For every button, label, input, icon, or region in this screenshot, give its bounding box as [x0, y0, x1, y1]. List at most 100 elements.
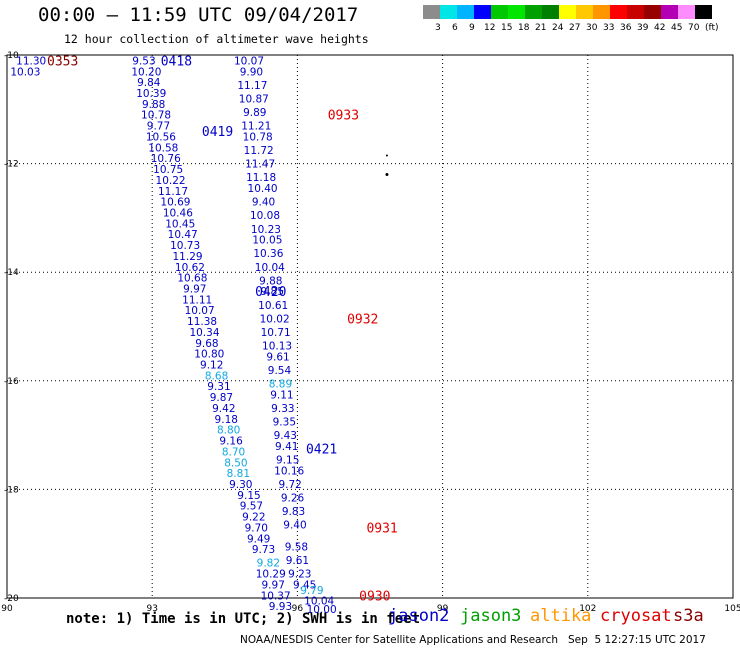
lon-tick-label: 99 [437, 604, 449, 614]
legend-label: 33 [603, 23, 615, 33]
time-label: 0933 [328, 109, 359, 124]
legend-swatch-15 [678, 5, 695, 19]
lon-tick-label: 93 [146, 604, 157, 614]
swh-value: 10.03 [10, 66, 40, 78]
swh-value: 8.89 [269, 379, 292, 391]
swh-value: 10.02 [260, 313, 290, 325]
lat-tick-label: -16 [4, 377, 19, 387]
swh-value: 11.47 [245, 159, 275, 171]
legend-swatch-16 [695, 5, 712, 19]
swh-value: 9.42 [212, 403, 235, 415]
swh-value: 11.11 [182, 294, 212, 306]
legend-label: 18 [518, 23, 530, 33]
swh-value: 8.68 [205, 370, 228, 382]
swh-value: 9.93 [269, 601, 292, 613]
legend-swatch-8 [559, 5, 576, 19]
swh-value: 11.72 [244, 145, 274, 157]
swh-value: 10.08 [250, 210, 280, 222]
swh-value: 9.45 [293, 579, 316, 591]
swh-value: 11.18 [246, 172, 276, 184]
swh-value: 9.22 [242, 512, 265, 524]
swh-value: 9.12 [200, 360, 223, 372]
legend-swatch-5 [508, 5, 525, 19]
swh-value: 9.35 [273, 417, 296, 429]
swh-value: 10.69 [160, 197, 190, 209]
swh-value: 9.77 [147, 121, 170, 133]
swh-value: 9.72 [278, 479, 301, 491]
swh-value: 9.84 [137, 77, 161, 89]
swh-value: 9.40 [283, 520, 306, 532]
footer-credit: NOAA/NESDIS Center for Satellite Applica… [240, 634, 706, 646]
swh-value: 10.78 [243, 131, 273, 143]
lon-tick-label: 90 [1, 604, 13, 614]
swh-value: 10.16 [274, 465, 304, 477]
swh-value: 10.76 [151, 153, 181, 165]
swh-value: 10.29 [256, 569, 286, 581]
legend-swatch-10 [593, 5, 610, 19]
page-title: 00:00 – 11:59 UTC 09/04/2017 [38, 4, 359, 26]
time-label: 0420 [255, 285, 286, 300]
time-label: 0932 [347, 312, 378, 327]
time-label: 0931 [366, 521, 397, 536]
map-frame [6, 54, 734, 599]
swh-value: 9.89 [243, 107, 266, 119]
swh-value: 9.83 [282, 506, 305, 518]
swh-value: 10.00 [307, 604, 337, 616]
legend-swatch-3 [474, 5, 491, 19]
legend-swatch-2 [457, 5, 474, 19]
satellite-label-altika: altika [530, 606, 592, 626]
swh-value: 10.20 [131, 66, 161, 78]
legend-label: 3 [435, 23, 441, 33]
lat-tick-label: -14 [4, 268, 19, 278]
swh-value: 10.07 [234, 55, 264, 67]
swh-value: 10.47 [168, 229, 198, 241]
lat-tick-label: -12 [4, 160, 19, 170]
swh-value: 9.54 [268, 365, 292, 377]
legend-swatch-12 [627, 5, 644, 19]
swh-value: 10.68 [177, 273, 207, 285]
page-subtitle: 12 hour collection of altimeter wave hei… [64, 32, 369, 46]
legend-label: 42 [654, 23, 666, 33]
legend-label: 24 [552, 23, 564, 33]
swh-value: 9.43 [274, 430, 297, 442]
legend-swatch-6 [525, 5, 542, 19]
swh-value: 9.85 [261, 286, 284, 298]
swh-value: 9.61 [266, 351, 289, 363]
legend-label: 27 [569, 23, 581, 33]
swh-value: 9.49 [247, 533, 270, 545]
swh-value: 8.70 [222, 446, 245, 458]
swh-value: 9.82 [257, 558, 280, 570]
swh-value: 10.39 [136, 88, 166, 100]
swh-value: 10.07 [185, 305, 215, 317]
swh-value: 10.36 [253, 248, 283, 260]
legend-label: 21 [535, 23, 547, 33]
swh-value: 8.81 [227, 468, 250, 480]
lat-tick-label: -18 [4, 485, 19, 495]
swh-value: 9.16 [219, 436, 243, 448]
swh-value: 10.56 [146, 131, 176, 143]
swh-value: 9.88 [142, 99, 165, 111]
note-text: note: 1) Time is in UTC; 2) SWH is in fe… [66, 611, 421, 627]
legend-swatch-1 [440, 5, 457, 19]
lat-tick-label: -20 [4, 594, 19, 604]
lon-tick-label: 102 [579, 604, 596, 614]
swh-value: 9.58 [285, 541, 308, 553]
swh-value: 9.11 [270, 389, 293, 401]
swh-value: 9.87 [210, 392, 233, 404]
legend-label: 36 [620, 23, 632, 33]
time-label: 0930 [359, 589, 390, 604]
swh-value: 10.22 [156, 175, 186, 187]
swh-value: 11.29 [173, 251, 203, 263]
swh-value: 10.73 [170, 240, 200, 252]
swh-value: 9.30 [229, 479, 252, 491]
swh-value: 8.80 [217, 425, 240, 437]
swh-value: 9.61 [286, 555, 309, 567]
swh-value: 9.70 [245, 522, 268, 534]
lat-tick-label: -10 [4, 51, 19, 61]
swh-value: 9.68 [195, 338, 218, 350]
swh-value: 10.34 [189, 327, 219, 339]
swh-value: 9.41 [275, 441, 298, 453]
swh-value: 9.97 [183, 283, 206, 295]
swh-value: 11.38 [187, 316, 217, 328]
